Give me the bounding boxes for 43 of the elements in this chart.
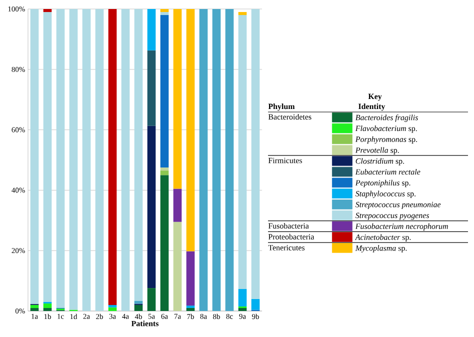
bar: [160, 9, 169, 12]
bar: [238, 12, 247, 16]
bar: [238, 15, 247, 289]
bar: [134, 300, 143, 304]
bar: [173, 9, 182, 189]
bar: [160, 170, 169, 176]
bar: [212, 9, 221, 311]
bar: [82, 9, 91, 311]
bar: [56, 9, 65, 308]
bar: [121, 9, 130, 311]
bar: [186, 308, 195, 311]
bar: [238, 288, 247, 306]
bar: [160, 12, 169, 16]
bar: [134, 9, 143, 301]
bar: [43, 308, 52, 311]
bar: [225, 9, 234, 311]
bar: [160, 15, 169, 168]
bar: [147, 50, 156, 126]
bar: [43, 12, 52, 302]
bar: [95, 9, 104, 311]
bar: [30, 304, 39, 308]
bar: [108, 307, 117, 311]
bar: [160, 175, 169, 311]
bar: [199, 9, 208, 311]
bar: [173, 188, 182, 222]
bar: [134, 304, 143, 311]
bar: [108, 304, 117, 308]
bar: [251, 9, 260, 299]
bar: [147, 126, 156, 288]
bar: [251, 298, 260, 310]
bar: [173, 222, 182, 311]
bar: [30, 308, 39, 311]
bar: [108, 9, 117, 305]
bar: [238, 308, 247, 311]
bar: [30, 9, 39, 304]
bar: [160, 168, 169, 171]
bar: [43, 9, 52, 12]
bar: [186, 9, 195, 252]
bar: [69, 9, 78, 310]
bar: [186, 251, 195, 306]
bar: [43, 303, 52, 308]
bar: [147, 288, 156, 311]
bar: [147, 9, 156, 50]
